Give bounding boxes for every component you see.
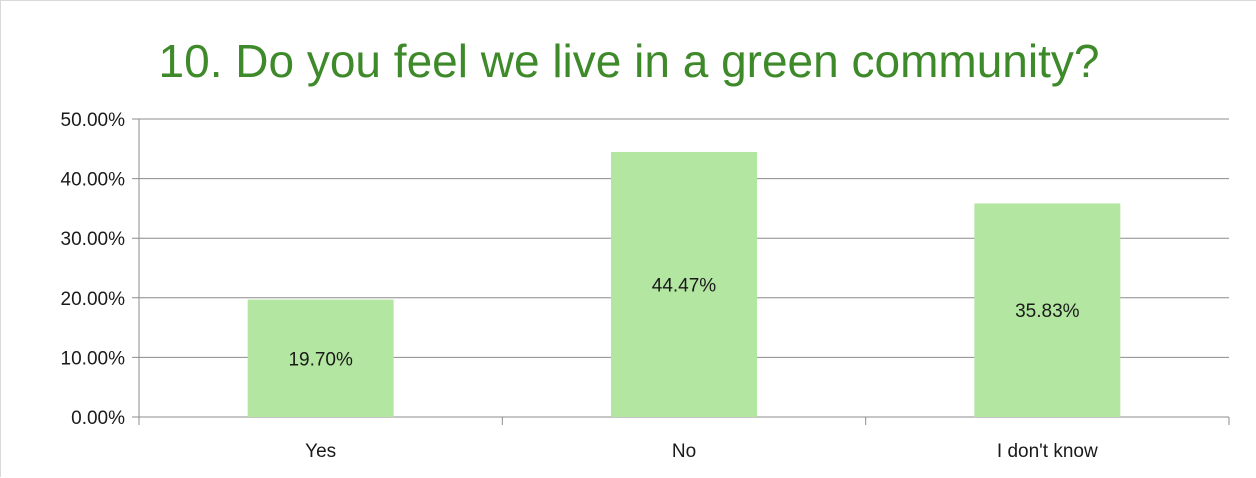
- bar-2: [974, 203, 1121, 417]
- data-label-1: 44.47%: [652, 275, 717, 296]
- bar-1: [611, 151, 757, 417]
- data-label-2: 35.83%: [1015, 301, 1080, 322]
- y-tick-label-1: 10.00%: [61, 348, 126, 369]
- category-label-2: I don't know: [997, 441, 1098, 462]
- bar-0: [247, 299, 394, 417]
- bars: [247, 151, 1121, 417]
- y-tick-label-0: 0.00%: [71, 408, 125, 429]
- y-tick-label-3: 30.00%: [61, 229, 126, 250]
- y-tick-label-4: 40.00%: [61, 170, 126, 191]
- category-label-1: No: [672, 441, 696, 462]
- axes: [138, 119, 1230, 425]
- y-tick-label-5: 50.00%: [61, 110, 126, 131]
- y-tick-label-2: 20.00%: [61, 289, 126, 310]
- labels: 0.00% 10.00% 20.00% 30.00% 40.00% 50.00% 19.70…: [61, 110, 1098, 462]
- chart-title: 10. Do you feel we live in a green commu…: [158, 35, 1100, 87]
- category-label-0: Yes: [305, 441, 336, 462]
- data-label-0: 19.70%: [288, 349, 353, 370]
